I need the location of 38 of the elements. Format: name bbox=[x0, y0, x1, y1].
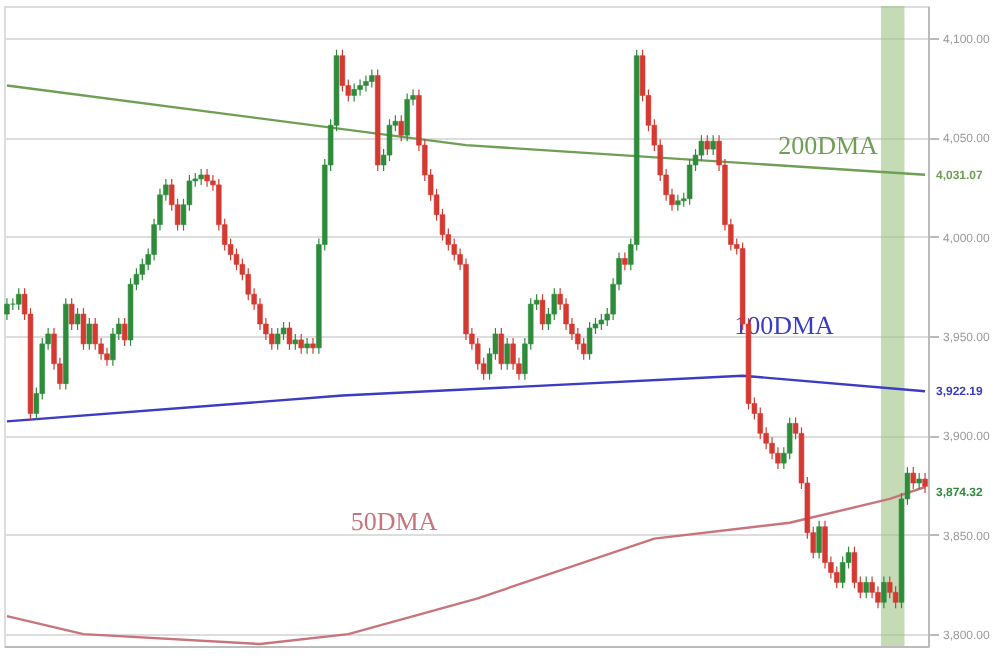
candlestick bbox=[357, 78, 363, 97]
candlestick bbox=[586, 321, 593, 361]
candlestick bbox=[539, 293, 546, 331]
candlestick bbox=[404, 92, 410, 142]
text: 50DMA bbox=[350, 506, 439, 536]
candlestick bbox=[834, 565, 840, 589]
candlestick bbox=[4, 297, 10, 321]
candlestick bbox=[881, 575, 887, 609]
candlestick bbox=[274, 327, 281, 351]
candlestick bbox=[74, 307, 81, 331]
candlestick bbox=[80, 307, 87, 351]
candlestick bbox=[68, 297, 75, 331]
candlestick bbox=[363, 74, 369, 93]
candlestick bbox=[498, 327, 505, 371]
series-label: 200DMA bbox=[778, 130, 880, 160]
candlestick bbox=[704, 134, 710, 156]
candlestick bbox=[398, 114, 404, 142]
candlestick bbox=[310, 337, 316, 355]
candlestick bbox=[622, 251, 628, 271]
candlestick bbox=[339, 49, 346, 93]
candlestick bbox=[121, 317, 128, 347]
candlestick bbox=[16, 287, 22, 311]
candlestick bbox=[304, 337, 310, 355]
candlestick bbox=[298, 333, 304, 355]
candlestick bbox=[710, 134, 716, 156]
candlestick bbox=[504, 337, 510, 371]
candlestick bbox=[286, 321, 293, 351]
candlestick bbox=[910, 466, 916, 490]
candlestick bbox=[86, 317, 93, 351]
candlestick bbox=[863, 575, 869, 599]
candlestick bbox=[816, 520, 822, 560]
candlestick bbox=[922, 472, 928, 494]
candlestick bbox=[822, 520, 828, 570]
candlestick bbox=[675, 194, 681, 212]
candlestick bbox=[451, 237, 457, 262]
line-series bbox=[5, 374, 927, 423]
candlestick bbox=[839, 555, 846, 589]
candlestick bbox=[204, 168, 210, 188]
